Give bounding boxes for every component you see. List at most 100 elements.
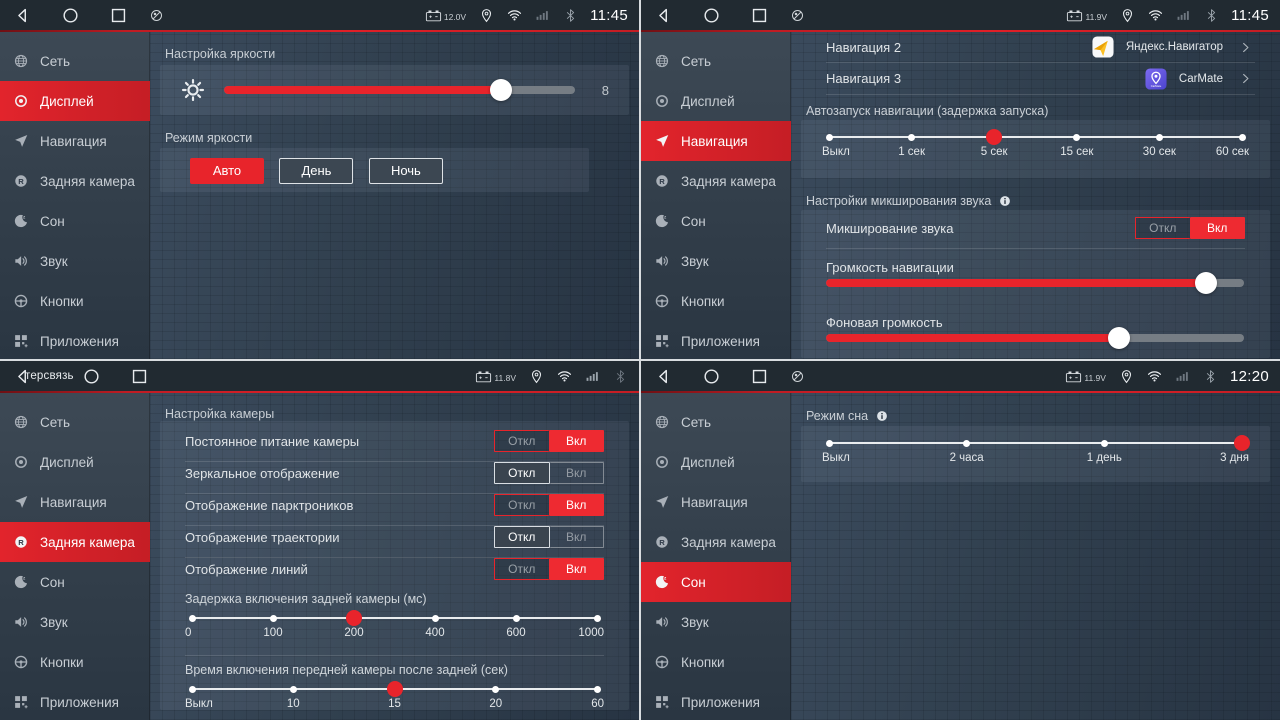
screen-off-icon[interactable] [790, 369, 805, 384]
sidebar-item-sleep[interactable]: Сон [0, 562, 150, 602]
mode-night-button[interactable]: Ночь [368, 158, 443, 184]
nav-app-row-2[interactable]: Навигация 2 Яндекс.Навигатор [791, 32, 1280, 62]
toggle-off-option[interactable]: Откл [494, 558, 549, 580]
sidebar-item-network[interactable]: Сеть [0, 402, 150, 442]
sleep-slider[interactable]: Выкл 2 часа 1 день 3 дня [822, 435, 1250, 472]
brightness-slider[interactable] [224, 79, 575, 101]
toggle-on-option[interactable]: Вкл [548, 558, 604, 580]
sidebar-item-navigation[interactable]: Навигация [641, 482, 791, 522]
home-button[interactable] [61, 6, 80, 25]
toggle-off-option[interactable]: Откл [494, 462, 550, 484]
recents-button[interactable] [109, 6, 128, 25]
home-button[interactable] [702, 6, 721, 25]
mode-day-button[interactable]: День [279, 158, 354, 184]
info-icon[interactable] [998, 194, 1012, 208]
sidebar-item-buttons[interactable]: Кнопки [641, 281, 791, 321]
sidebar-item-rear-camera[interactable]: Задняя камера [641, 161, 791, 201]
sidebar-item-sleep[interactable]: Сон [0, 201, 150, 241]
sidebar-item-navigation[interactable]: Навигация [0, 482, 150, 522]
status-bar: 11.9V 12:20 [641, 361, 1280, 391]
sidebar-item-sound[interactable]: Звук [0, 602, 150, 642]
parktronic-toggle[interactable]: Откл Вкл [494, 494, 604, 516]
wifi-icon [507, 8, 522, 23]
sidebar-item-display[interactable]: Дисплей [641, 81, 791, 121]
autostart-slider[interactable]: Выкл 1 сек 5 сек 15 сек 30 сек 60 сек [822, 129, 1249, 166]
toggle-on-option[interactable]: Вкл [548, 430, 604, 452]
toggle-on-option[interactable]: Вкл [548, 494, 604, 516]
stop-label: 400 [425, 627, 445, 639]
stop-label: 1000 [578, 627, 604, 639]
sidebar-item-label: Задняя камера [40, 534, 135, 550]
recents-button[interactable] [750, 6, 769, 25]
toggle-on-option[interactable]: Вкл [549, 462, 604, 484]
slider-thumb[interactable] [1195, 272, 1218, 294]
nav-app-row-3[interactable]: Навигация 3 CarMate CarMate [791, 63, 1280, 94]
camera-panel: Постоянное питание камеры Откл Вкл Зеркал… [160, 421, 629, 710]
row-separator [185, 655, 604, 656]
sidebar-item-buttons[interactable]: Кнопки [0, 642, 150, 682]
bg-volume-slider[interactable] [826, 327, 1244, 349]
screen-off-icon[interactable] [149, 8, 164, 23]
mixing-toggle-label: Микширование звука [826, 221, 954, 236]
sidebar-item-apps[interactable]: Приложения [0, 321, 150, 359]
delay-slider[interactable]: 0 100 200 400 600 1000 [185, 610, 604, 647]
home-button[interactable] [82, 367, 101, 386]
sidebar-item-rear-camera[interactable]: Задняя камера [641, 522, 791, 562]
mirror-toggle[interactable]: Откл Вкл [494, 462, 604, 484]
slider-thumb[interactable] [490, 79, 513, 101]
screen-off-icon[interactable] [790, 8, 805, 23]
lines-toggle[interactable]: Откл Вкл [494, 558, 604, 580]
sidebar-item-navigation[interactable]: Навигация [0, 121, 150, 161]
stop-label: 10 [286, 698, 300, 710]
back-button[interactable] [13, 6, 32, 25]
sidebar-item-sound[interactable]: Звук [641, 241, 791, 281]
sleep-moon-icon [13, 574, 29, 590]
sidebar-item-apps[interactable]: Приложения [641, 321, 791, 359]
camera-power-toggle[interactable]: Откл Вкл [494, 430, 604, 452]
info-icon[interactable] [875, 409, 889, 423]
back-button[interactable] [654, 6, 673, 25]
sidebar-item-rear-camera[interactable]: Задняя камера [0, 161, 150, 201]
toggle-on-option[interactable]: Вкл [549, 526, 604, 548]
sidebar-item-display[interactable]: Дисплей [0, 442, 150, 482]
stop-dot [289, 685, 297, 693]
sidebar-item-navigation[interactable]: Навигация [641, 121, 791, 161]
trajectory-toggle[interactable]: Откл Вкл [494, 526, 604, 548]
sidebar-item-display[interactable]: Дисплей [641, 442, 791, 482]
sidebar-item-display[interactable]: Дисплей [0, 81, 150, 121]
toggle-off-option[interactable]: Откл [494, 430, 549, 452]
toggle-on-option[interactable]: Вкл [1189, 217, 1245, 239]
sidebar-item-rear-camera[interactable]: Задняя камера [0, 522, 150, 562]
toggle-off-option[interactable]: Откл [1135, 217, 1190, 239]
stop-label: 1 сек [898, 146, 925, 158]
sidebar-item-apps[interactable]: Приложения [0, 682, 150, 720]
yandex-navigator-icon [1092, 36, 1114, 58]
sidebar-item-sleep[interactable]: Сон [641, 201, 791, 241]
front-camera-slider[interactable]: Выкл 10 15 20 60 [185, 681, 604, 718]
settings-sidebar: Сеть Дисплей Навигация Задняя камера Сон… [641, 393, 791, 720]
sidebar-item-buttons[interactable]: Кнопки [0, 281, 150, 321]
slider-thumb[interactable] [1107, 327, 1130, 349]
sidebar-item-network[interactable]: Сеть [0, 41, 150, 81]
stop-dot [1234, 435, 1250, 451]
toggle-off-option[interactable]: Откл [494, 494, 549, 516]
sidebar-item-buttons[interactable]: Кнопки [641, 642, 791, 682]
back-button[interactable] [654, 367, 673, 386]
sidebar-item-sleep[interactable]: Сон [641, 562, 791, 602]
home-button[interactable] [702, 367, 721, 386]
sidebar-item-label: Сон [40, 213, 65, 229]
sidebar-item-network[interactable]: Сеть [641, 402, 791, 442]
sidebar-item-network[interactable]: Сеть [641, 41, 791, 81]
sidebar-item-sound[interactable]: Звук [641, 602, 791, 642]
toggle-off-option[interactable]: Откл [494, 526, 550, 548]
car-battery-icon [1065, 370, 1082, 383]
mixing-toggle[interactable]: Откл Вкл [1135, 217, 1245, 239]
sidebar-item-sound[interactable]: Звук [0, 241, 150, 281]
sidebar-item-apps[interactable]: Приложения [641, 682, 791, 720]
mode-auto-button[interactable]: Авто [190, 158, 264, 184]
recents-button[interactable] [750, 367, 769, 386]
nav-volume-slider[interactable] [826, 272, 1244, 294]
sidebar-item-label: Приложения [40, 333, 119, 349]
recents-button[interactable] [130, 367, 149, 386]
